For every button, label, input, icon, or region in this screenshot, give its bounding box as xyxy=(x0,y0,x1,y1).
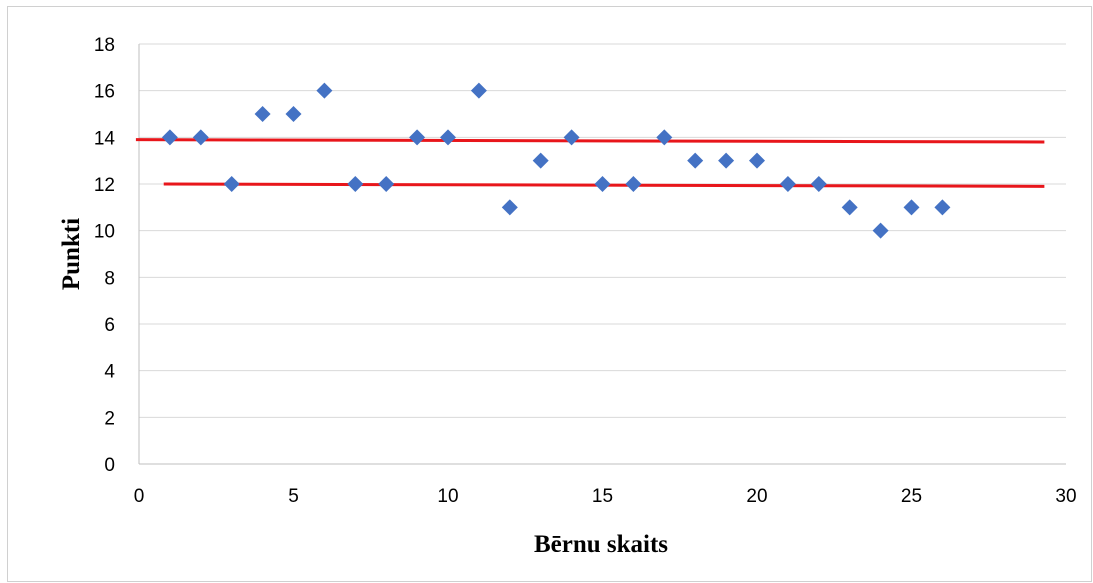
y-tick-label: 6 xyxy=(104,315,115,336)
data-point xyxy=(810,176,827,192)
x-tick-label: 5 xyxy=(288,486,299,507)
x-tick-label: 20 xyxy=(746,486,767,507)
y-tick-label: 8 xyxy=(104,268,115,289)
data-point xyxy=(687,152,704,169)
data-point xyxy=(656,129,673,146)
axes xyxy=(138,44,1066,465)
y-tick-label: 4 xyxy=(104,362,115,383)
data-point xyxy=(378,176,395,192)
data-point xyxy=(625,176,642,192)
reference-lines xyxy=(135,138,1045,188)
y-tick-label: 10 xyxy=(94,222,115,243)
data-point xyxy=(532,152,549,169)
data-point xyxy=(718,152,735,169)
y-tick-label: 2 xyxy=(104,408,115,429)
reference-line xyxy=(135,138,1045,144)
data-point xyxy=(285,106,302,122)
data-point xyxy=(501,199,518,216)
y-tick-label: 0 xyxy=(104,455,115,476)
x-tick-label: 10 xyxy=(437,486,458,507)
data-point xyxy=(903,199,920,216)
x-tick-label: 25 xyxy=(901,486,922,507)
data-point xyxy=(872,222,889,239)
data-point xyxy=(470,82,487,99)
data-point xyxy=(934,199,951,216)
x-tick-labels: 0 5 10 15 20 25 30 xyxy=(134,486,1077,507)
data-point xyxy=(563,129,580,146)
data-point xyxy=(749,152,765,169)
data-point xyxy=(254,106,271,122)
y-tick-label: 14 xyxy=(94,128,116,149)
data-point xyxy=(841,199,858,216)
data-point xyxy=(223,176,240,192)
y-tick-label: 18 xyxy=(94,35,115,56)
y-tick-labels: 0 2 4 6 8 10 12 14 16 18 xyxy=(94,35,116,476)
x-tick-label: 30 xyxy=(1055,486,1076,507)
data-point xyxy=(192,129,209,146)
y-tick-label: 16 xyxy=(94,82,115,103)
data-point xyxy=(409,129,426,146)
x-tick-label: 15 xyxy=(592,486,613,507)
y-tick-label: 12 xyxy=(94,175,115,196)
data-points xyxy=(161,82,951,239)
chart-frame xyxy=(7,6,1092,582)
y-axis-title: Punkti xyxy=(58,218,85,290)
data-point xyxy=(161,129,178,146)
gridlines xyxy=(139,43,1066,418)
x-axis-title: Bērnu skaits xyxy=(534,531,668,558)
data-point xyxy=(779,176,796,192)
data-point xyxy=(594,176,611,192)
data-point xyxy=(316,82,333,99)
x-tick-label: 0 xyxy=(134,486,145,507)
data-point xyxy=(440,129,456,146)
data-point xyxy=(347,176,364,192)
